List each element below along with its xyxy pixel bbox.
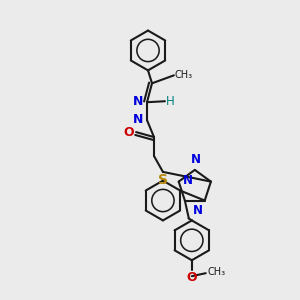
Text: N: N — [191, 153, 201, 166]
Text: O: O — [123, 126, 134, 139]
Text: N: N — [183, 174, 193, 187]
Text: S: S — [158, 173, 168, 187]
Text: N: N — [193, 203, 203, 217]
Text: CH₃: CH₃ — [208, 267, 226, 277]
Text: O: O — [187, 271, 197, 284]
Text: N: N — [133, 95, 143, 108]
Text: CH₃: CH₃ — [175, 70, 193, 80]
Text: N: N — [133, 112, 143, 126]
Text: H: H — [166, 95, 175, 108]
